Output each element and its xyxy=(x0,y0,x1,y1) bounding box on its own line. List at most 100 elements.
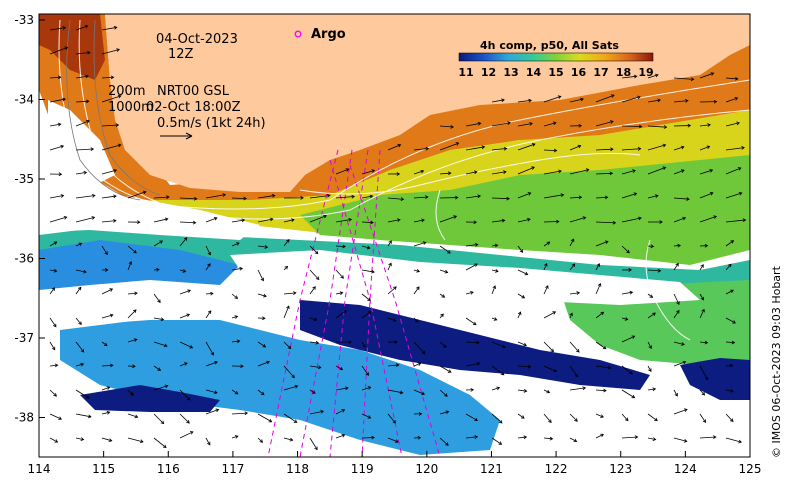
velocity-arrow xyxy=(413,286,420,295)
velocity-arrow xyxy=(595,220,617,225)
velocity-arrow xyxy=(699,123,711,127)
velocity-arrows xyxy=(49,24,747,451)
argo-legend-label: Argo xyxy=(311,27,346,42)
velocity-arrow xyxy=(699,340,709,345)
velocity-arrow xyxy=(413,362,422,367)
velocity-arrow xyxy=(257,269,265,282)
velocity-arrow xyxy=(257,341,267,348)
velocity-arrow xyxy=(569,312,573,319)
velocity-arrow xyxy=(595,94,615,103)
velocity-arrow xyxy=(673,98,689,103)
velocity-arrow xyxy=(309,317,318,322)
velocity-arrow xyxy=(49,172,63,177)
velocity-arrow xyxy=(465,340,480,345)
velocity-arrow xyxy=(413,169,425,175)
velocity-arrow xyxy=(75,389,90,399)
velocity-arrow xyxy=(595,365,612,370)
velocity-arrow xyxy=(595,263,600,271)
velocity-arrow xyxy=(231,293,239,299)
velocity-arrow xyxy=(491,146,508,151)
velocity-arrow xyxy=(699,99,718,104)
velocity-arrow xyxy=(101,268,109,272)
colorbar-tick-label: 12 xyxy=(481,66,496,79)
velocity-arrow xyxy=(465,170,478,175)
velocity-arrow xyxy=(361,169,376,175)
velocity-arrow xyxy=(361,365,369,376)
velocity-arrow xyxy=(309,409,325,415)
velocity-arrow xyxy=(543,413,552,424)
velocity-arrow xyxy=(595,341,607,350)
velocity-arrow xyxy=(517,269,529,276)
velocity-arrow xyxy=(699,264,704,271)
velocity-arrow xyxy=(231,242,240,247)
colorbar-ticks: 11 12 13 14 15 16 17 18 19 xyxy=(458,66,653,79)
velocity-arrow xyxy=(439,365,452,373)
velocity-arrow xyxy=(283,365,295,379)
velocity-arrow xyxy=(621,435,639,440)
velocity-arrow xyxy=(153,317,165,322)
velocity-arrow xyxy=(361,413,372,419)
velocity-arrow xyxy=(49,46,69,55)
velocity-arrow xyxy=(517,192,532,199)
velocity-arrow xyxy=(309,193,331,199)
velocity-arrow xyxy=(543,341,554,353)
velocity-arrow xyxy=(725,146,745,151)
velocity-arrow xyxy=(153,195,170,200)
velocity-arrow xyxy=(491,170,507,175)
velocity-arrow xyxy=(595,282,602,295)
velocity-arrow xyxy=(517,245,524,253)
velocity-arrow xyxy=(543,241,551,247)
velocity-arrow xyxy=(179,196,198,201)
velocity-arrow xyxy=(413,411,423,416)
velocity-arrow xyxy=(101,25,118,31)
velocity-arrow xyxy=(387,197,405,202)
velocity-arrow xyxy=(179,431,194,439)
velocity-arrow xyxy=(309,286,316,295)
velocity-arrow xyxy=(127,364,136,369)
velocity-arrow xyxy=(257,437,264,443)
velocity-arrow xyxy=(101,288,114,295)
velocity-arrow xyxy=(647,312,656,319)
velocity-arrow xyxy=(387,363,400,368)
x-tick-label: 123 xyxy=(609,462,632,476)
velocity-arrow xyxy=(231,411,249,416)
velocity-arrow xyxy=(179,413,190,424)
velocity-arrow xyxy=(231,218,246,223)
velocity-arrow xyxy=(569,144,582,151)
velocity-arrow xyxy=(699,308,705,319)
velocity-arrow xyxy=(205,341,214,356)
velocity-arrow xyxy=(439,410,450,415)
velocity-arrow xyxy=(725,413,734,423)
velocity-arrow xyxy=(205,263,211,271)
velocity-arrow xyxy=(179,362,188,367)
velocity-arrow xyxy=(595,413,604,418)
product-label: NRT00 GSL xyxy=(157,84,230,99)
velocity-arrow xyxy=(283,341,292,350)
velocity-arrow xyxy=(413,195,429,200)
velocity-arrow xyxy=(205,193,227,199)
product-time: 02-Oct 18:00Z xyxy=(146,100,241,115)
cloud-gap-6 xyxy=(48,100,115,185)
velocity-arrow xyxy=(569,291,581,295)
velocity-arrow xyxy=(101,437,113,442)
velocity-arrow xyxy=(101,143,122,151)
velocity-arrow xyxy=(595,240,609,247)
velocity-arrow xyxy=(543,285,549,295)
velocity-arrow xyxy=(439,341,447,348)
contour-label-200: 200m xyxy=(108,84,145,99)
velocity-arrow xyxy=(517,122,533,127)
velocity-arrow xyxy=(361,269,375,274)
velocity-arrow xyxy=(699,435,717,440)
velocity-arrow xyxy=(153,384,169,391)
velocity-arrow xyxy=(647,293,654,298)
velocity-arrow xyxy=(725,363,734,368)
velocity-arrow xyxy=(517,98,532,103)
velocity-arrow xyxy=(491,437,503,445)
velocity-arrow xyxy=(387,413,396,424)
velocity-arrow xyxy=(283,384,299,391)
velocity-arrow xyxy=(725,263,732,271)
velocity-arrow xyxy=(491,196,510,201)
x-tick-label: 118 xyxy=(286,462,309,476)
velocity-arrow xyxy=(647,413,658,422)
velocity-arrow xyxy=(647,166,667,175)
